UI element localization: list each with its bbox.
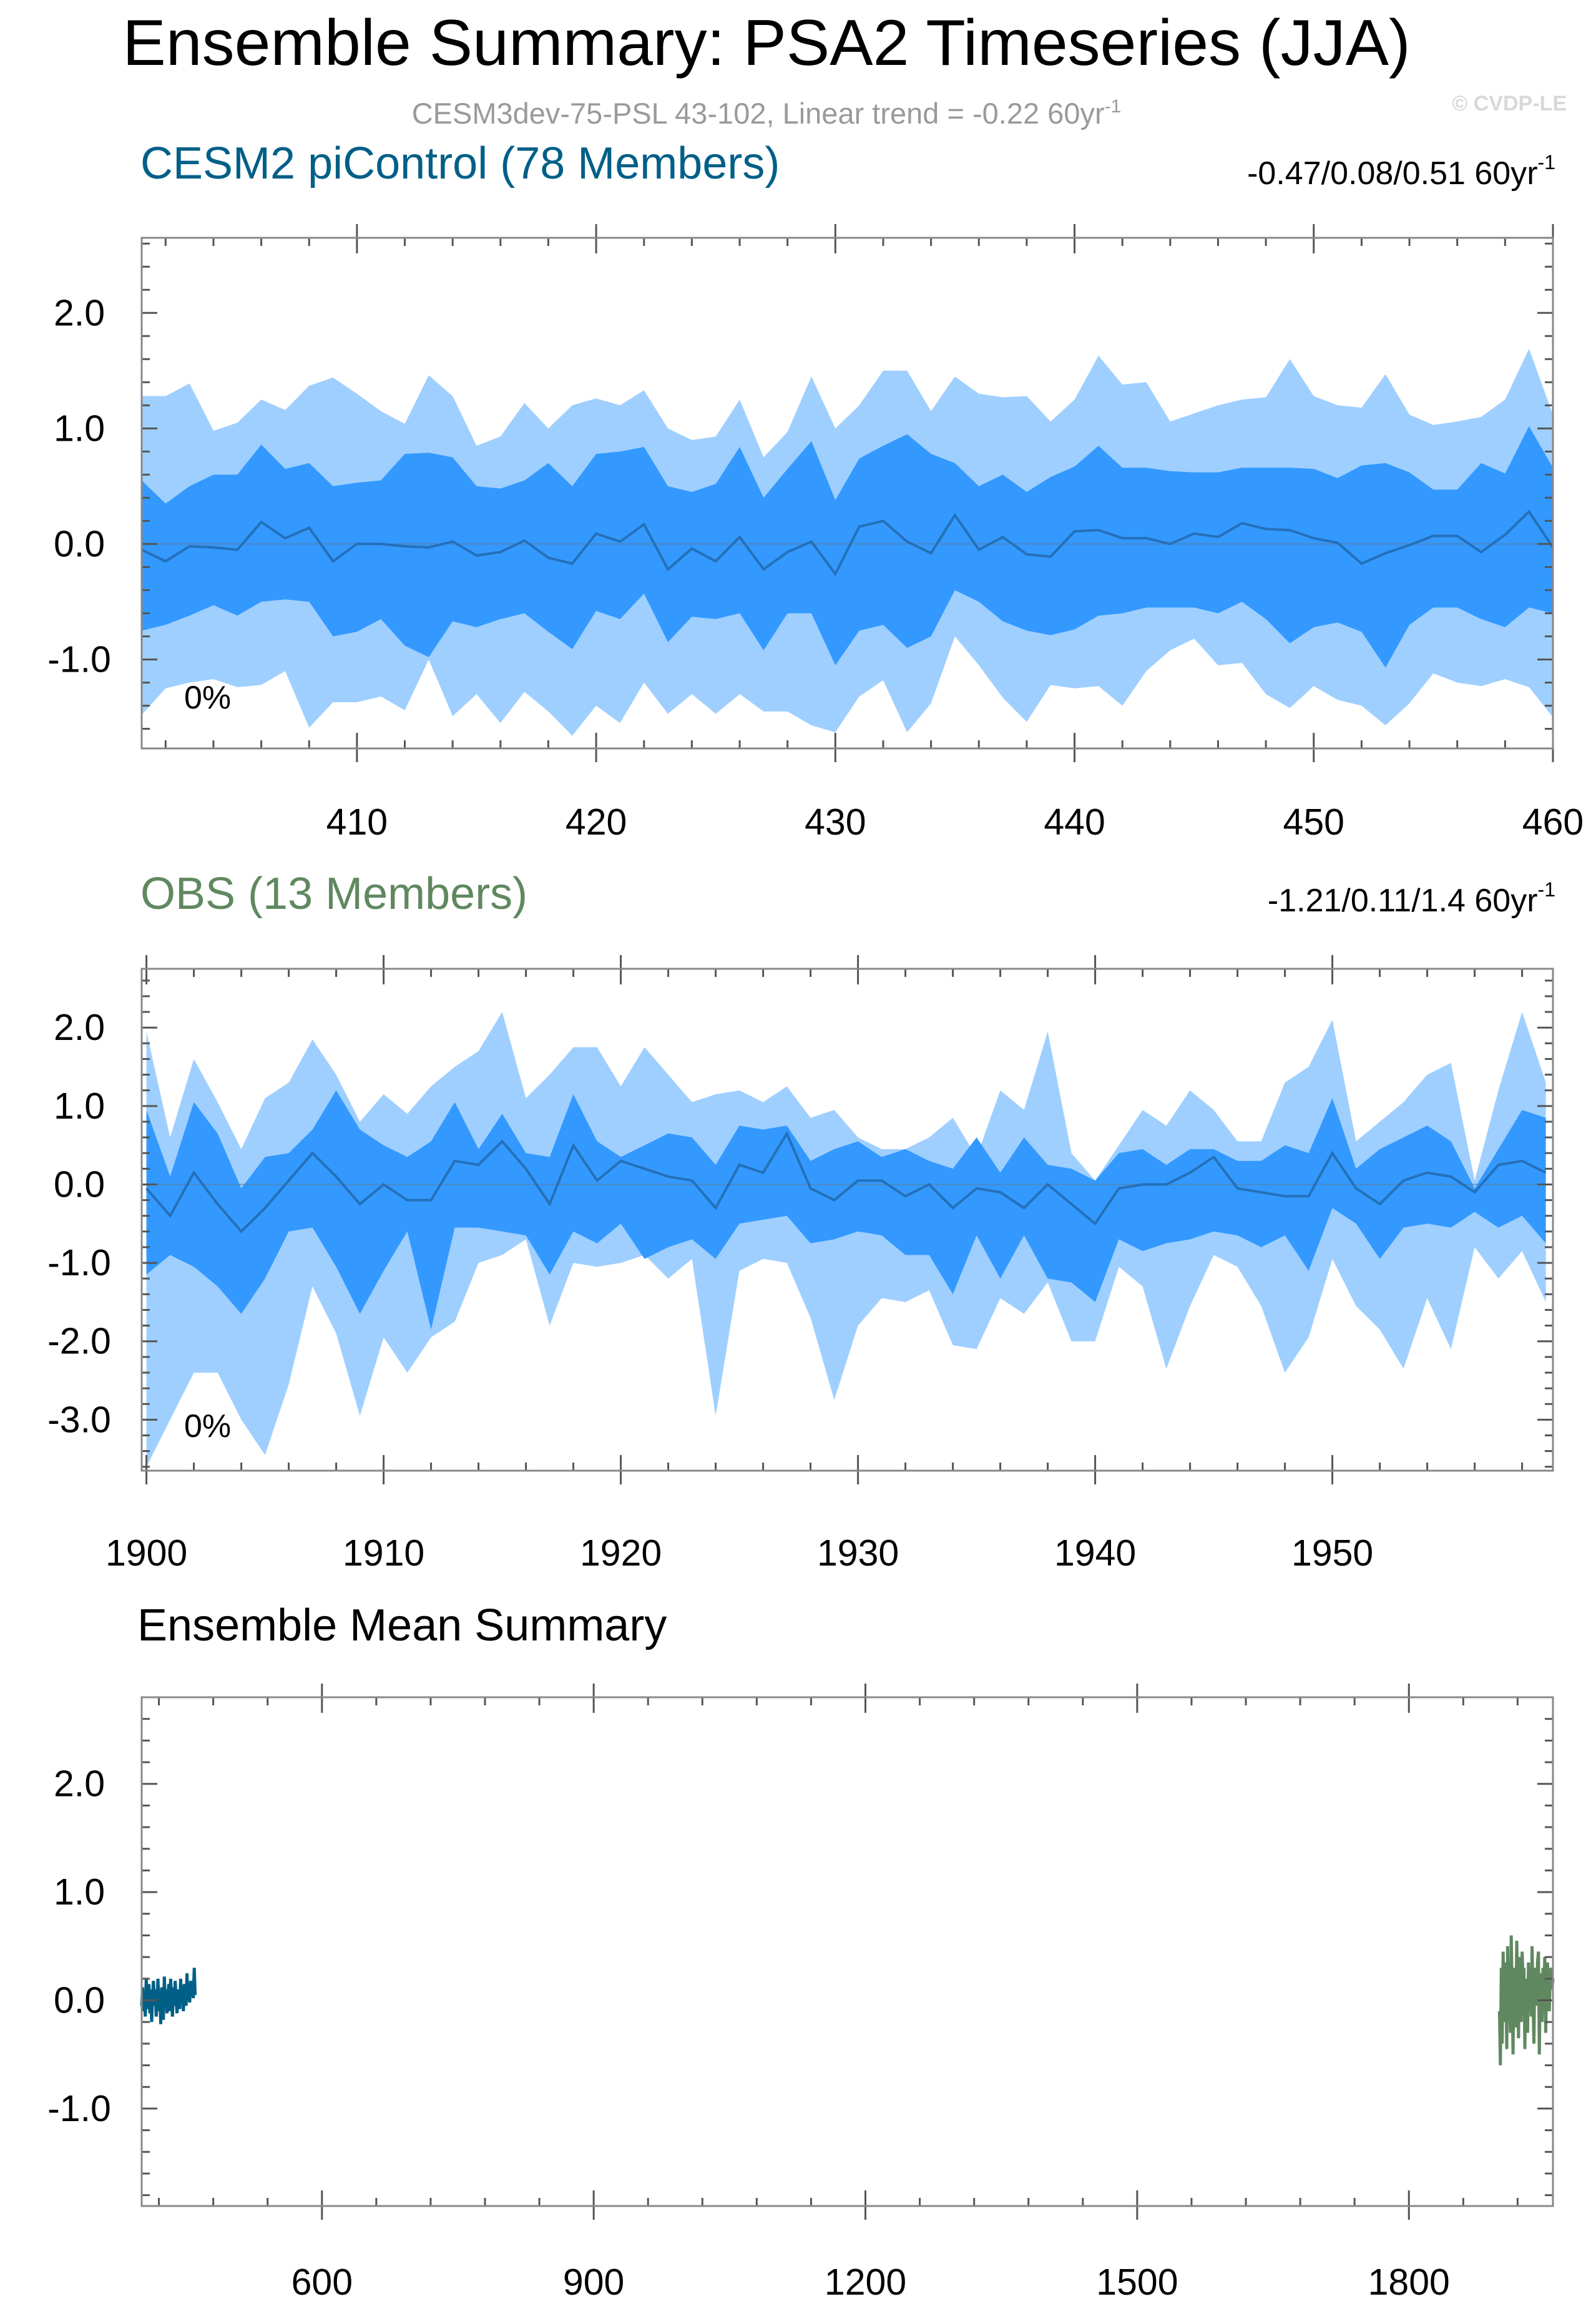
panel-obs-stats: -1.21/0.11/1.4 60yr-1: [1268, 878, 1555, 919]
mean-obs-line: [1497, 1935, 1555, 2066]
panel-obs-title: OBS (13 Members): [140, 869, 527, 919]
mean-xtick-label: 1200: [825, 2262, 906, 2303]
model-xtick-label: 440: [1044, 802, 1105, 843]
panel-model-plot: 2.0 1.0 0.0 -1.0 410 420 430 440 450 460: [47, 224, 1584, 843]
panel-mean-title: Ensemble Mean Summary: [137, 1601, 667, 1650]
panel-model-stats-text: -0.47/0.08/0.51 60yr: [1247, 155, 1537, 192]
mean-xtick-label: 600: [291, 2262, 353, 2303]
obs-xtick-label: 1900: [105, 1532, 187, 1574]
model-xtick-label: 410: [326, 802, 388, 843]
figure-title: Ensemble Summary: PSA2 Timeseries (JJA): [122, 7, 1410, 79]
obs-xtick-label: 1920: [580, 1532, 662, 1574]
panel-mean-plot: 2.0 1.0 0.0 -1.0 600 900 1200 1500 1800: [47, 1684, 1555, 2303]
panel-obs-stats-sup: -1: [1538, 878, 1555, 901]
model-ytick-label: 0.0: [54, 523, 105, 564]
mean-xtick-label: 1800: [1368, 2262, 1450, 2303]
obs-frame: [140, 968, 1554, 1472]
mean-xtick-label: 900: [563, 2262, 624, 2303]
mean-frame: [140, 1696, 1554, 2207]
mean-ytick-label: 1.0: [54, 1871, 105, 1913]
obs-ytick-label: 2.0: [54, 1007, 105, 1048]
model-xtick-label: 450: [1283, 802, 1344, 843]
model-ytick-label: 1.0: [54, 408, 105, 449]
panel-obs-percent: 0%: [184, 1408, 231, 1444]
figure-subtitle-sup: -1: [1105, 96, 1122, 117]
obs-xtick-label: 1950: [1291, 1532, 1373, 1574]
watermark: © CVDP-LE: [1452, 92, 1567, 115]
panel-obs-stats-text: -1.21/0.11/1.4 60yr: [1268, 883, 1538, 919]
obs-xtick-label: 1910: [343, 1532, 424, 1574]
obs-ytick-label: -3.0: [47, 1399, 111, 1440]
obs-band-68: [146, 1090, 1546, 1330]
mean-ytick-label: -1.0: [47, 2088, 111, 2129]
model-frame: [140, 237, 1554, 750]
obs-median-line: [145, 1130, 1547, 1233]
mean-xtick-label: 1500: [1096, 2262, 1178, 2303]
figure-subtitle: CESM3dev-75-PSL 43-102, Linear trend = -…: [412, 96, 1122, 130]
model-band-68: [142, 426, 1553, 668]
obs-ytick-label: -1.0: [47, 1242, 111, 1283]
panel-model-stats-sup: -1: [1538, 151, 1555, 174]
obs-ytick-label: 1.0: [54, 1086, 105, 1127]
obs-ytick-label: -2.0: [47, 1321, 111, 1362]
model-ytick-label: 2.0: [54, 292, 105, 333]
panel-model-title: CESM2 piControl (78 Members): [140, 139, 780, 189]
model-xtick-label: 430: [805, 802, 866, 843]
model-xtick-label: 460: [1522, 802, 1584, 843]
mean-model-line: [140, 1968, 197, 2024]
figure-subtitle-text: CESM3dev-75-PSL 43-102, Linear trend = -…: [412, 97, 1105, 130]
obs-xtick-label: 1940: [1054, 1532, 1136, 1574]
model-xtick-label: 420: [565, 802, 627, 843]
panel-model-stats: -0.47/0.08/0.51 60yr-1: [1247, 151, 1555, 192]
model-median-line: [141, 509, 1554, 577]
mean-ytick-label: 2.0: [54, 1763, 105, 1805]
panel-model: CESM2 piControl (78 Members) -0.47/0.08/…: [47, 139, 1584, 843]
panel-model-percent: 0%: [184, 680, 231, 716]
obs-xtick-label: 1930: [817, 1532, 899, 1574]
panel-mean: Ensemble Mean Summary 2.0 1.0 0.0 -1.0 600 90…: [47, 1601, 1555, 2303]
mean-ytick-label: 0.0: [54, 1980, 105, 2021]
obs-ytick-label: 0.0: [54, 1164, 105, 1205]
panel-obs: OBS (13 Members) -1.21/0.11/1.4 60yr-1 2…: [47, 869, 1555, 1574]
model-ytick-label: -1.0: [47, 639, 111, 680]
panel-obs-plot: 2.0 1.0 0.0 -1.0 -2.0 -3.0 1900 1910 1920 1930 194…: [47, 955, 1554, 1574]
